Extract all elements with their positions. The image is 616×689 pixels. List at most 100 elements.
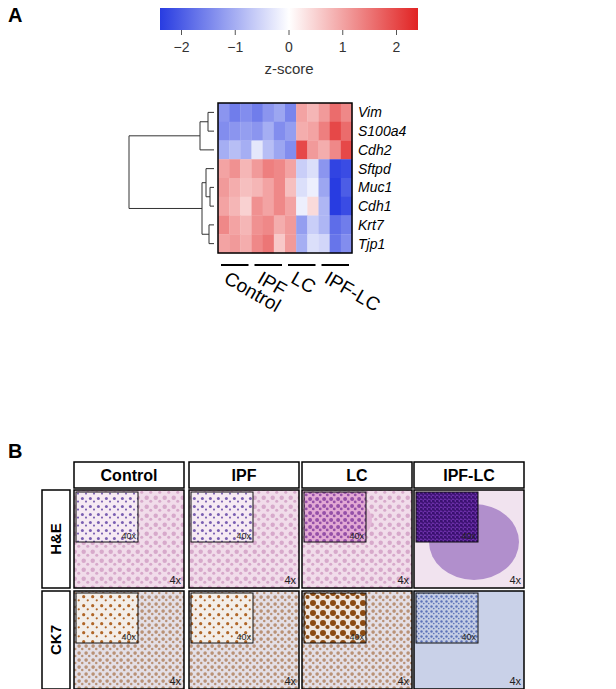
heatmap-cell (229, 178, 240, 197)
column-header: Control (101, 467, 158, 484)
heatmap-cell (307, 197, 318, 216)
row-header-box (42, 490, 70, 588)
magnification-label: 4x (509, 675, 521, 687)
inset-label: 40x (236, 632, 251, 642)
dendrogram-branch (200, 122, 214, 150)
inset (191, 593, 253, 643)
heatmap-cell (307, 234, 318, 253)
inset-label: 40x (461, 531, 476, 541)
inset-label: 40x (349, 632, 364, 642)
heatmap-cell (229, 216, 240, 235)
heatmap-cell (341, 178, 352, 197)
heatmap-cell (285, 178, 296, 197)
column-header-box (414, 462, 524, 488)
panel-label: A (8, 4, 22, 26)
heatmap-cell (240, 159, 251, 178)
inset-label: 40x (121, 632, 136, 642)
inset (76, 492, 138, 542)
heatmap-cell (240, 216, 251, 235)
heatmap-cell (285, 103, 296, 122)
heatmap-cell (285, 122, 296, 141)
heatmap-cell (296, 178, 307, 197)
magnification-label: 4x (509, 574, 521, 586)
row-label: Krt7 (358, 217, 385, 233)
heatmap-cell (263, 159, 274, 178)
heatmap-cell (263, 216, 274, 235)
heatmap-cell (330, 216, 341, 235)
colorbar-tick-label: 1 (339, 39, 347, 55)
heatmap-cell (274, 159, 285, 178)
inset (191, 492, 253, 542)
heatmap-cell (263, 141, 274, 160)
group-label: IPF (254, 267, 290, 300)
figure: AB−2−1012z-scoreVimS100a4Cdh2SftpdMuc1Cd… (0, 0, 616, 689)
heatmap-cell (319, 159, 330, 178)
column-header: LC (346, 467, 368, 484)
group-bar (288, 264, 316, 266)
row-label: Cdh1 (358, 198, 391, 214)
heatmap-cell (341, 197, 352, 216)
heatmap-cell (330, 159, 341, 178)
column-header-box (74, 462, 184, 488)
colorbar-tick-label: 2 (393, 39, 401, 55)
heatmap-cell (229, 234, 240, 253)
heatmap-cell (252, 159, 263, 178)
heatmap-cell (330, 122, 341, 141)
column-header-box (302, 462, 412, 488)
heatmap-cell (307, 216, 318, 235)
heatmap-cell (229, 103, 240, 122)
inset (304, 492, 366, 542)
magnification-label: 4x (169, 574, 181, 586)
heatmap-cell (274, 216, 285, 235)
heatmap-cell (274, 178, 285, 197)
heatmap-cell (240, 122, 251, 141)
heatmap-cell (341, 141, 352, 160)
heatmap-cell (263, 197, 274, 216)
heatmap-cell (263, 122, 274, 141)
micrograph (74, 591, 184, 689)
panel-label: B (8, 440, 22, 462)
row-label: Tjp1 (358, 236, 385, 252)
heatmap-cell (229, 141, 240, 160)
inset-label: 40x (236, 531, 251, 541)
heatmap-cell (218, 159, 229, 178)
colorbar-tick (342, 30, 343, 35)
micrograph (414, 591, 524, 689)
group-label: LC (288, 267, 320, 297)
magnification-label: 4x (284, 574, 296, 586)
heatmap-cell (263, 234, 274, 253)
heatmap-cell (319, 216, 330, 235)
heatmap-cell (274, 103, 285, 122)
heatmap-cell (341, 103, 352, 122)
heatmap-cell (218, 197, 229, 216)
heatmap-cell (296, 216, 307, 235)
heatmap-cell (341, 122, 352, 141)
colorbar-tick (289, 30, 290, 35)
colorbar-tick-label: 0 (285, 39, 293, 55)
group-label: IPF-LC (321, 267, 384, 315)
heatmap-cell (218, 103, 229, 122)
heatmap-cell (307, 178, 318, 197)
heatmap-cell (319, 234, 330, 253)
heatmap-cell (341, 234, 352, 253)
heatmap-cell (319, 122, 330, 141)
row-header-box (42, 591, 70, 689)
row-label: S100a4 (358, 123, 406, 139)
colorbar-tick (396, 30, 397, 35)
heatmap-cell (307, 103, 318, 122)
heatmap-cell (296, 122, 307, 141)
heatmap-cell (307, 159, 318, 178)
heatmap-cell (296, 103, 307, 122)
magnification-label: 4x (169, 675, 181, 687)
heatmap-cell (341, 216, 352, 235)
inset (304, 593, 366, 643)
heatmap-cell (285, 216, 296, 235)
inset-label: 40x (461, 632, 476, 642)
micrograph (414, 490, 524, 588)
heatmap-cell (252, 197, 263, 216)
heatmap-cell (330, 234, 341, 253)
micrograph (74, 490, 184, 588)
colorbar (160, 8, 418, 30)
inset (416, 492, 478, 542)
heatmap-cell (218, 234, 229, 253)
